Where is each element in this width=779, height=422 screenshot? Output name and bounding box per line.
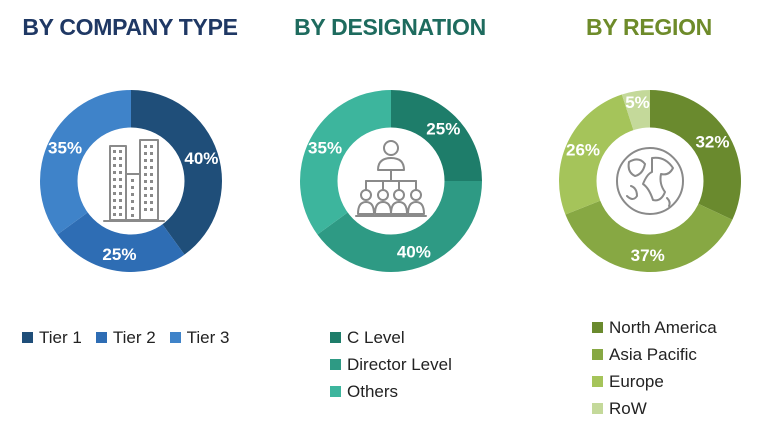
legend-label: North America — [609, 317, 717, 337]
legend-label: Europe — [609, 371, 664, 391]
legend: C Level Director Level Others — [330, 324, 452, 405]
legend-item: Europe — [592, 368, 717, 395]
legend-swatch — [330, 359, 341, 370]
globe-icon — [616, 147, 684, 215]
donut-slice-director-level — [317, 181, 482, 273]
org-chart-icon — [355, 140, 427, 217]
legend: North America Asia Pacific Europe RoW — [592, 314, 717, 422]
legend-item: Director Level — [330, 351, 452, 378]
legend-swatch — [169, 332, 181, 343]
legend-item: Tier 3 — [169, 324, 230, 351]
legend-label: Asia Pacific — [609, 344, 697, 364]
legend-swatch — [592, 376, 603, 387]
donut-slice-c-level — [391, 90, 482, 181]
legend-label: C Level — [347, 327, 405, 347]
legend-swatch — [22, 332, 33, 343]
region-donut: 32% 37% 26% 5% — [559, 90, 741, 272]
data-label: 5% — [625, 93, 650, 112]
legend-label: Tier 2 — [112, 327, 156, 347]
legend-swatch — [330, 332, 341, 343]
legend-item: C Level — [330, 324, 452, 351]
legend-item: Tier 1 — [22, 324, 82, 351]
data-label: 26% — [566, 140, 600, 159]
legend-swatch — [330, 386, 341, 397]
donut-slice-tier-1 — [131, 90, 223, 255]
legend: Tier 1 Tier 2 Tier 3 — [22, 324, 243, 351]
legend-swatch — [95, 332, 107, 343]
chart-title: BY REGION — [586, 14, 712, 40]
designation-panel: BY DESIGNATION 25% 40% 35% C Level Director… — [260, 0, 520, 416]
legend-label: Tier 1 — [39, 327, 82, 347]
data-label: 35% — [308, 138, 342, 157]
data-label: 40% — [184, 149, 218, 168]
region-panel: BY REGION 32% 37% 26% 5% North America Asia … — [519, 0, 779, 418]
legend-item: RoW — [592, 395, 717, 422]
legend-label: Director Level — [347, 354, 452, 374]
chart-title: BY DESIGNATION — [294, 14, 486, 40]
donut-slice-others — [300, 90, 391, 235]
data-label: 25% — [102, 245, 136, 264]
donut-slice-tier-2 — [57, 212, 185, 272]
legend-item: Asia Pacific — [592, 341, 717, 368]
legend-swatch — [592, 322, 603, 333]
legend-label: RoW — [609, 398, 647, 418]
donut-slice-row — [621, 90, 650, 131]
legend-item: Others — [330, 378, 452, 405]
legend-swatch — [592, 349, 603, 360]
company-type-panel: BY COMPANY TYPE 40% 25% 35% Tier 1 Tier 2 Ti… — [0, 0, 260, 416]
legend-item: Tier 2 — [95, 324, 156, 351]
company-type-donut: 40% 25% 35% — [39, 90, 223, 272]
buildings-icon — [103, 139, 165, 222]
donut-slice-tier-3 — [39, 90, 132, 235]
legend-swatch — [592, 403, 603, 414]
data-label: 37% — [631, 246, 665, 265]
designation-donut: 25% 40% 35% — [300, 90, 482, 273]
data-label: 40% — [397, 242, 431, 261]
data-label: 25% — [426, 120, 460, 139]
donut-slice-europe — [559, 94, 634, 215]
donut-slice-north-america — [650, 90, 741, 220]
legend-label: Tier 3 — [186, 327, 230, 347]
donut-slice-asia-pacific — [565, 200, 733, 272]
data-label: 32% — [695, 132, 729, 151]
data-label: 35% — [48, 138, 82, 157]
chart-title: BY COMPANY TYPE — [22, 14, 238, 40]
legend-item: North America — [592, 314, 717, 341]
legend-label: Others — [347, 381, 399, 401]
